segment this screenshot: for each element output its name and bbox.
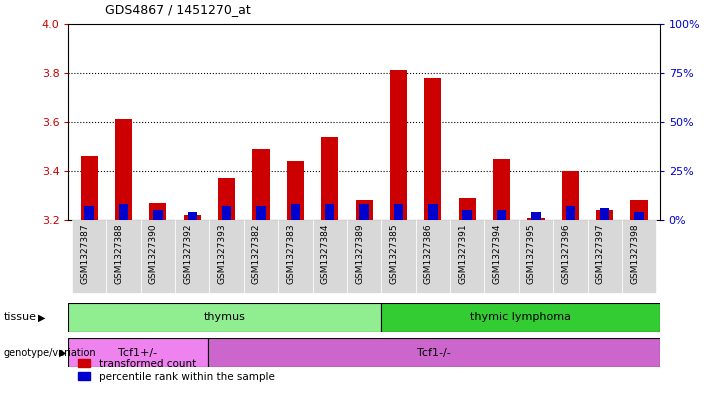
Text: GSM1327397: GSM1327397 bbox=[596, 224, 605, 285]
Text: GSM1327390: GSM1327390 bbox=[149, 224, 158, 285]
Bar bbox=[321, 137, 338, 220]
Bar bbox=[527, 218, 544, 220]
Bar bbox=[428, 204, 438, 220]
FancyBboxPatch shape bbox=[175, 220, 209, 293]
Text: genotype/variation: genotype/variation bbox=[4, 348, 96, 358]
Bar bbox=[187, 212, 197, 220]
Bar bbox=[562, 171, 579, 220]
Text: GSM1327389: GSM1327389 bbox=[355, 224, 364, 285]
Bar bbox=[218, 178, 235, 220]
FancyBboxPatch shape bbox=[141, 220, 175, 293]
Bar bbox=[459, 198, 476, 220]
FancyBboxPatch shape bbox=[519, 220, 553, 293]
Bar bbox=[565, 206, 575, 220]
Bar bbox=[119, 204, 128, 220]
FancyBboxPatch shape bbox=[72, 220, 106, 293]
FancyBboxPatch shape bbox=[312, 220, 347, 293]
Bar bbox=[256, 206, 266, 220]
Text: ▶: ▶ bbox=[59, 348, 66, 358]
Bar bbox=[497, 210, 506, 220]
Text: thymus: thymus bbox=[204, 312, 246, 322]
Text: GSM1327396: GSM1327396 bbox=[562, 224, 570, 285]
Bar bbox=[81, 156, 98, 220]
FancyBboxPatch shape bbox=[347, 220, 381, 293]
Bar bbox=[596, 210, 614, 220]
Bar bbox=[381, 303, 660, 332]
Text: thymic lymphoma: thymic lymphoma bbox=[470, 312, 571, 322]
Bar bbox=[115, 119, 132, 220]
Bar bbox=[600, 208, 609, 220]
Bar bbox=[394, 204, 403, 220]
Bar bbox=[153, 210, 163, 220]
FancyBboxPatch shape bbox=[416, 220, 450, 293]
FancyBboxPatch shape bbox=[209, 220, 244, 293]
Bar bbox=[355, 200, 373, 220]
Bar bbox=[222, 206, 231, 220]
Bar bbox=[68, 338, 208, 367]
Bar bbox=[424, 78, 441, 220]
FancyBboxPatch shape bbox=[450, 220, 485, 293]
Bar bbox=[531, 212, 541, 220]
Text: Tcf1-/-: Tcf1-/- bbox=[417, 348, 451, 358]
FancyBboxPatch shape bbox=[244, 220, 278, 293]
Text: GSM1327387: GSM1327387 bbox=[80, 224, 89, 285]
Bar bbox=[325, 204, 335, 220]
FancyBboxPatch shape bbox=[622, 220, 656, 293]
FancyBboxPatch shape bbox=[278, 220, 312, 293]
Bar bbox=[287, 161, 304, 220]
Bar bbox=[149, 203, 167, 220]
Bar bbox=[252, 149, 270, 220]
Text: GSM1327382: GSM1327382 bbox=[252, 224, 261, 284]
Bar bbox=[84, 206, 94, 220]
Legend: transformed count, percentile rank within the sample: transformed count, percentile rank withi… bbox=[74, 354, 279, 386]
Text: GSM1327393: GSM1327393 bbox=[218, 224, 226, 285]
Bar bbox=[462, 210, 472, 220]
FancyBboxPatch shape bbox=[381, 220, 416, 293]
Text: tissue: tissue bbox=[4, 312, 37, 322]
Text: GSM1327398: GSM1327398 bbox=[630, 224, 639, 285]
Bar bbox=[68, 303, 381, 332]
Bar bbox=[184, 215, 201, 220]
Bar bbox=[630, 200, 647, 220]
FancyBboxPatch shape bbox=[106, 220, 141, 293]
Bar bbox=[359, 204, 369, 220]
Text: GSM1327384: GSM1327384 bbox=[321, 224, 329, 284]
Text: GSM1327388: GSM1327388 bbox=[115, 224, 123, 285]
Text: GDS4867 / 1451270_at: GDS4867 / 1451270_at bbox=[105, 3, 250, 16]
FancyBboxPatch shape bbox=[588, 220, 622, 293]
Text: GSM1327392: GSM1327392 bbox=[183, 224, 193, 284]
Bar bbox=[493, 159, 510, 220]
Bar bbox=[634, 212, 644, 220]
Text: Tcf1+/-: Tcf1+/- bbox=[118, 348, 158, 358]
Text: GSM1327385: GSM1327385 bbox=[389, 224, 399, 285]
Text: GSM1327391: GSM1327391 bbox=[459, 224, 467, 285]
Bar bbox=[291, 204, 300, 220]
Text: ▶: ▶ bbox=[37, 312, 45, 322]
Text: GSM1327395: GSM1327395 bbox=[527, 224, 536, 285]
Text: GSM1327394: GSM1327394 bbox=[492, 224, 502, 284]
Bar bbox=[390, 70, 407, 220]
FancyBboxPatch shape bbox=[485, 220, 519, 293]
Text: GSM1327383: GSM1327383 bbox=[286, 224, 296, 285]
Text: GSM1327386: GSM1327386 bbox=[424, 224, 433, 285]
Bar bbox=[208, 338, 660, 367]
FancyBboxPatch shape bbox=[553, 220, 588, 293]
